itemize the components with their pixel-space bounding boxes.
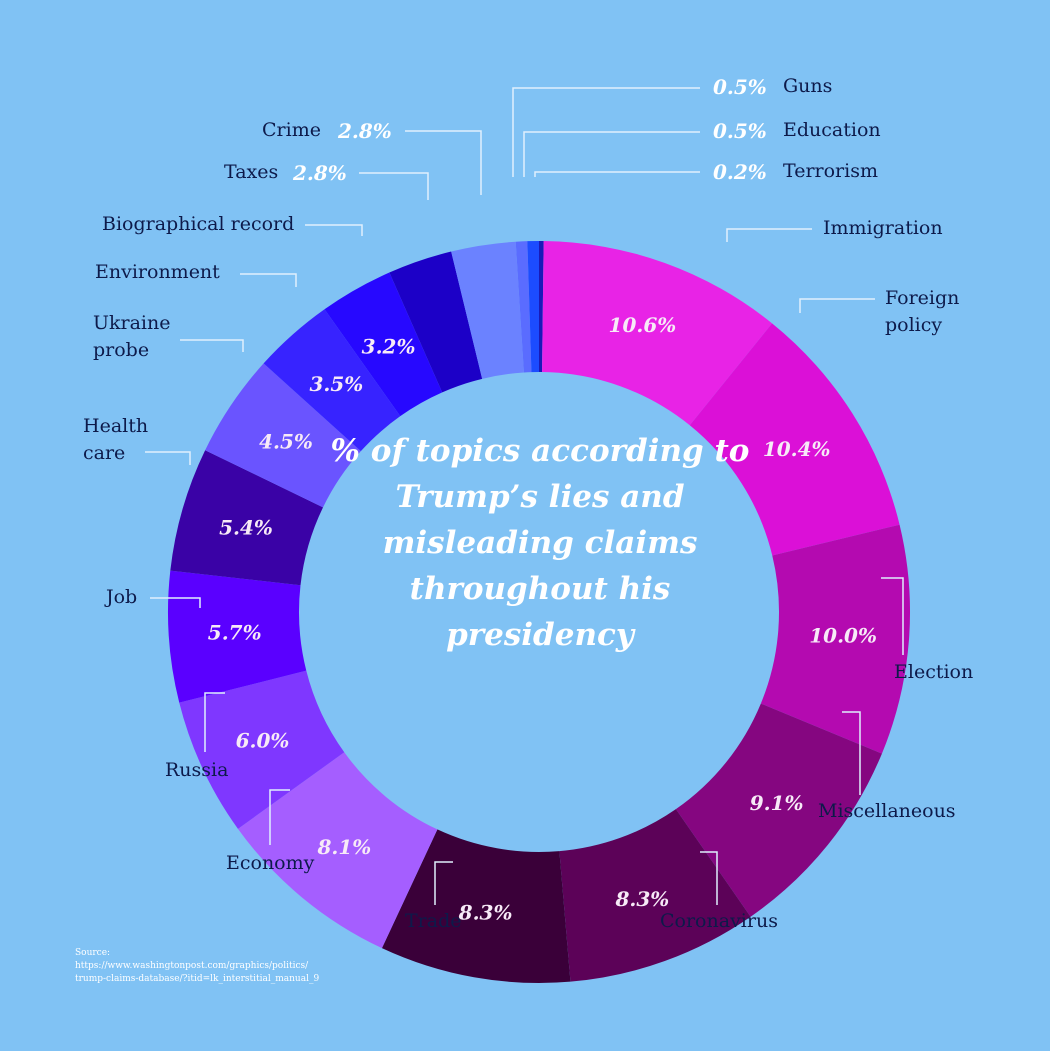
leader-line-crime — [405, 130, 482, 195]
slice-terrorism — [539, 241, 544, 373]
leader-line-economy — [269, 789, 290, 845]
data-label-biographical-record: 3.2% — [362, 335, 416, 359]
data-label-immigration: 10.6% — [609, 313, 677, 337]
category-label-crime: Crime — [262, 119, 321, 141]
slice-health-care — [170, 450, 324, 586]
slice-taxes — [389, 251, 483, 393]
source-url-line-1: https://www.washingtonpost.com/graphics/… — [75, 961, 309, 971]
slice-crime — [451, 241, 524, 379]
slice-environment — [263, 309, 401, 452]
slice-guns — [515, 241, 532, 373]
source-heading: Source: — [75, 948, 111, 958]
category-label-health-care: Health care — [83, 415, 149, 464]
category-label-miscellaneous: Miscellaneous — [818, 800, 956, 822]
leader-line-immigration — [726, 228, 812, 242]
leader-line-taxes — [359, 172, 429, 200]
data-label-terrorism: 0.2% — [713, 160, 767, 184]
category-label-ukraine-probe: Ukraine probe — [93, 312, 171, 361]
data-label-ukraine-probe: 4.5% — [259, 430, 313, 454]
data-label-election: 10.0% — [809, 623, 877, 647]
data-label-job: 5.7% — [208, 621, 262, 645]
data-label-miscellaneous: 9.1% — [750, 791, 804, 815]
slice-biographical-record — [324, 272, 443, 417]
slice-miscellaneous — [675, 703, 882, 917]
category-label-environment: Environment — [95, 261, 220, 283]
leader-line-environment — [240, 273, 297, 287]
category-label-foreign-policy: Foreign policy — [885, 287, 960, 336]
source-url-line-2: trump-claims-database/?itid=lk_interstit… — [75, 974, 320, 984]
category-label-job: Job — [106, 586, 138, 608]
category-label-education: Education — [783, 119, 881, 141]
leader-line-coronavirus — [700, 851, 718, 905]
slice-trade — [381, 829, 571, 983]
category-label-biographical-record: Biographical record — [102, 213, 295, 235]
data-label-trade: 8.3% — [458, 900, 513, 924]
leader-line-trade — [434, 861, 453, 905]
leader-line-biographical-record — [305, 224, 363, 236]
leader-line-miscellaneous — [842, 711, 861, 795]
data-label-environment: 3.5% — [310, 372, 364, 396]
slice-education — [527, 241, 539, 373]
category-label-economy: Economy — [226, 852, 315, 874]
category-label-russia: Russia — [165, 759, 229, 781]
category-label-guns: Guns — [783, 75, 833, 97]
data-label-russia: 6.0% — [236, 729, 290, 753]
data-label-economy: 8.1% — [317, 835, 372, 859]
data-label-foreign-policy: 10.4% — [763, 437, 831, 461]
slice-foreign-policy — [689, 323, 900, 556]
leader-line-guns — [512, 87, 700, 177]
data-label-education: 0.5% — [713, 119, 767, 143]
slice-immigration — [542, 241, 773, 426]
slice-russia — [179, 670, 345, 829]
leader-line-russia — [204, 692, 225, 752]
category-label-taxes: Taxes — [224, 161, 279, 183]
slice-election — [760, 524, 910, 754]
leader-line-ukraine-probe — [180, 339, 244, 352]
leader-line-terrorism — [534, 171, 700, 177]
data-label-health-care: 5.4% — [219, 515, 273, 539]
slice-ukraine-probe — [205, 363, 361, 508]
data-label-taxes: 2.8% — [293, 161, 347, 185]
category-label-immigration: Immigration — [823, 217, 943, 239]
category-label-election: Election — [894, 661, 974, 683]
leader-line-health-care — [145, 451, 191, 465]
source-note: Source: https://www.washingtonpost.com/g… — [75, 947, 319, 986]
category-label-terrorism: Terrorism — [783, 160, 878, 182]
category-label-coronavirus: Coronavirus — [660, 910, 778, 932]
slice-economy — [237, 752, 438, 949]
chart-title: % of topics according to Trump’s lies an… — [330, 433, 750, 653]
leader-line-education — [523, 131, 700, 177]
category-label-trade: Trade — [405, 910, 462, 932]
slice-job — [167, 570, 307, 703]
leader-line-job — [150, 597, 201, 608]
data-label-coronavirus: 8.3% — [615, 887, 670, 911]
data-label-crime: 2.8% — [338, 119, 392, 143]
leader-line-election — [881, 577, 904, 655]
leader-line-foreign-policy — [799, 298, 875, 313]
data-label-guns: 0.5% — [713, 75, 767, 99]
